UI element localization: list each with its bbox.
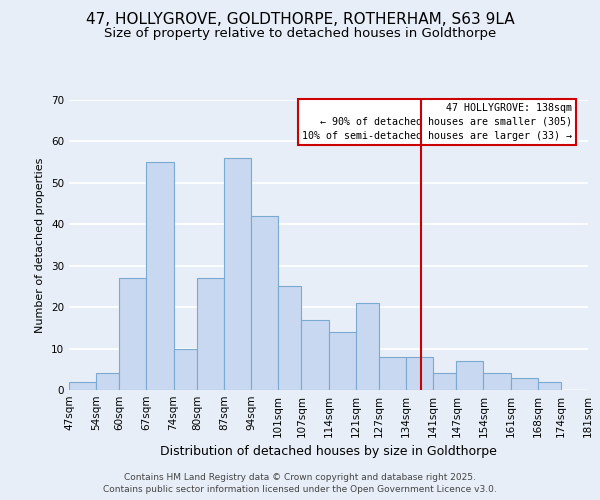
Bar [329, 332, 356, 390]
Text: Size of property relative to detached houses in Goldthorpe: Size of property relative to detached ho… [104, 28, 496, 40]
Bar [69, 382, 96, 390]
Bar [119, 278, 146, 390]
Bar [301, 320, 329, 390]
Text: 47, HOLLYGROVE, GOLDTHORPE, ROTHERHAM, S63 9LA: 47, HOLLYGROVE, GOLDTHORPE, ROTHERHAM, S… [86, 12, 514, 28]
Bar [457, 361, 484, 390]
Bar [251, 216, 278, 390]
Bar [538, 382, 561, 390]
Bar [173, 348, 197, 390]
Bar [197, 278, 224, 390]
Bar [484, 374, 511, 390]
Bar [278, 286, 301, 390]
Bar [96, 374, 119, 390]
Bar [224, 158, 251, 390]
Bar [146, 162, 173, 390]
Text: Contains public sector information licensed under the Open Government Licence v3: Contains public sector information licen… [103, 485, 497, 494]
Bar [433, 374, 457, 390]
Bar [379, 357, 406, 390]
Text: 47 HOLLYGROVE: 138sqm
← 90% of detached houses are smaller (305)
10% of semi-det: 47 HOLLYGROVE: 138sqm ← 90% of detached … [302, 103, 572, 141]
Text: Contains HM Land Registry data © Crown copyright and database right 2025.: Contains HM Land Registry data © Crown c… [124, 472, 476, 482]
Y-axis label: Number of detached properties: Number of detached properties [35, 158, 46, 332]
Bar [511, 378, 538, 390]
X-axis label: Distribution of detached houses by size in Goldthorpe: Distribution of detached houses by size … [160, 446, 497, 458]
Bar [356, 303, 379, 390]
Bar [406, 357, 433, 390]
